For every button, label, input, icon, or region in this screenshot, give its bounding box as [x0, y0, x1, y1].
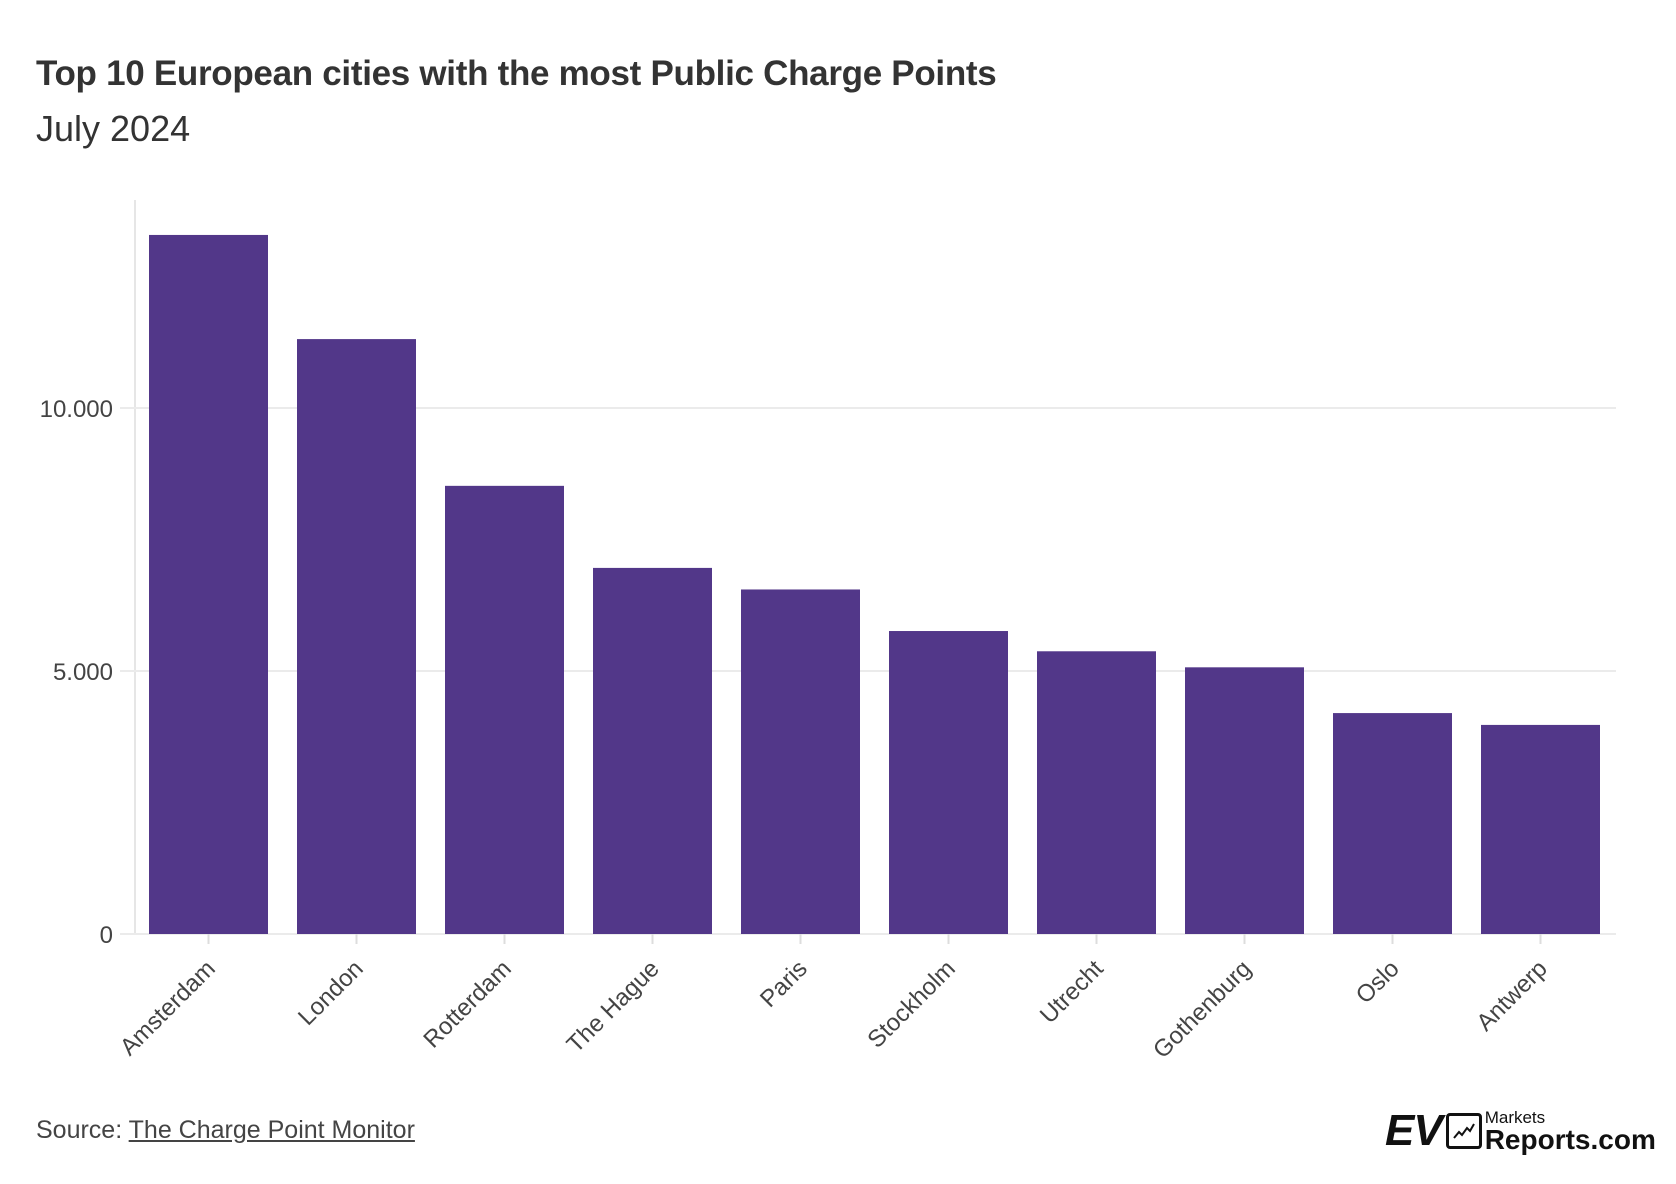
- logo-reports: Reports.com: [1484, 1123, 1656, 1155]
- source-link[interactable]: The Charge Point Monitor: [128, 1116, 415, 1144]
- bar-stockholm: [889, 631, 1008, 934]
- bar-paris: [741, 589, 860, 934]
- bar-antwerp: [1481, 724, 1600, 934]
- bar-the-hague: [593, 567, 712, 934]
- chart-title: Top 10 European cities with the most Pub…: [36, 54, 997, 93]
- bar-london: [297, 339, 416, 934]
- logo-markets: Markets: [1484, 1107, 1546, 1127]
- bar-oslo: [1333, 713, 1452, 934]
- bar-rotterdam: [445, 485, 564, 934]
- source-prefix: Source:: [36, 1116, 129, 1144]
- x-tick-label: Rotterdam: [418, 955, 516, 1053]
- x-tick-label: Utrecht: [1035, 955, 1109, 1029]
- logo-ev: EV: [1385, 1106, 1443, 1155]
- x-tick-label: Stockholm: [862, 955, 960, 1053]
- y-tick-label: 10.000: [40, 396, 113, 423]
- x-tick-label: The Hague: [562, 955, 665, 1058]
- x-tick-label: London: [293, 955, 369, 1031]
- x-tick-label: Paris: [755, 955, 813, 1013]
- x-tick-label: Gothenburg: [1148, 955, 1257, 1064]
- y-tick-label: 5.000: [53, 659, 113, 686]
- bar-amsterdam: [149, 234, 268, 935]
- x-tick-label: Antwerp: [1471, 955, 1552, 1036]
- bar-utrecht: [1037, 651, 1156, 934]
- x-tick-label: Amsterdam: [115, 955, 221, 1061]
- x-tick-label: Oslo: [1351, 955, 1405, 1009]
- chart-subtitle: July 2024: [36, 108, 191, 149]
- chart-trend-icon: [1445, 1113, 1482, 1149]
- ev-markets-reports-logo: EV Markets Reports.com: [1385, 1106, 1656, 1156]
- source-note: Source: The Charge Point Monitor: [36, 1116, 415, 1145]
- y-tick-label: 0: [100, 922, 113, 949]
- bar-gothenburg: [1185, 667, 1304, 934]
